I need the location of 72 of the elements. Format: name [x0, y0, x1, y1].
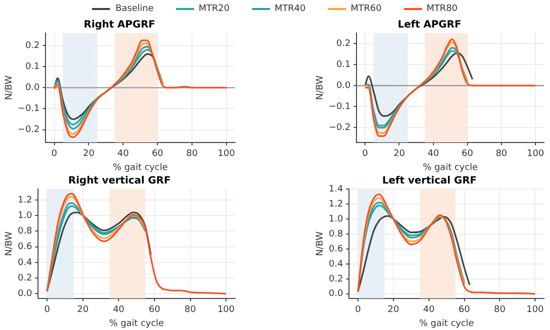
y-tick-label: 0.0: [328, 289, 344, 300]
line-series: [53, 40, 228, 138]
x-tick-label: 100: [526, 305, 544, 316]
y-tick-label: 1.0: [18, 210, 32, 221]
y-tick-label: 0.2: [25, 40, 40, 51]
y-tick-label: 0.8: [328, 229, 344, 240]
x-tick-label: 100: [218, 149, 236, 160]
x-tick-label: 40: [428, 149, 440, 160]
x-axis-title: % gait cycle: [419, 318, 474, 329]
legend-label: MTR60: [350, 4, 382, 14]
x-tick-label: 0: [355, 305, 362, 316]
x-tick-label: 100: [217, 305, 235, 316]
y-tick-label: −0.1: [328, 102, 351, 112]
legend-label: MTR40: [274, 4, 306, 14]
y-axis-title: N/BW: [4, 75, 15, 100]
line-series: [357, 215, 470, 292]
y-tick-label: 0.6: [328, 244, 344, 254]
x-tick-label: 40: [117, 149, 130, 160]
x-tick-label: 40: [112, 305, 125, 316]
y-tick-label: 1.4: [328, 184, 344, 194]
y-tick-label: 0.1: [25, 62, 40, 72]
y-tick-label: 0.2: [336, 38, 351, 49]
line-series: [364, 52, 474, 117]
y-tick-label: 0.6: [18, 242, 32, 252]
y-axis-title: N/BW: [316, 75, 326, 100]
y-tick-label: −0.1: [18, 104, 40, 114]
y-tick-label: 0.2: [328, 274, 344, 284]
x-tick-label: 80: [494, 305, 506, 316]
y-tick-label: 1.2: [18, 195, 32, 206]
chart-title: Right APGRF: [84, 20, 156, 31]
y-tick-label: 0.0: [25, 83, 40, 94]
line-series: [364, 38, 536, 137]
x-tick-label: 20: [82, 149, 95, 160]
line-series: [46, 192, 227, 295]
x-tick-label: 60: [462, 149, 474, 160]
chart-title: Left vertical GRF: [382, 176, 477, 187]
x-tick-label: 60: [152, 149, 164, 160]
y-tick-label: 0.1: [336, 60, 351, 70]
y-tick-label: 0.8: [18, 226, 32, 237]
x-tick-label: 80: [496, 149, 508, 160]
x-tick-label: 0: [51, 149, 58, 160]
x-tick-label: 100: [526, 149, 544, 160]
y-tick-label: −0.2: [18, 125, 40, 136]
x-tick-label: 20: [388, 305, 400, 316]
y-tick-label: 1.2: [328, 199, 344, 210]
x-tick-label: 60: [148, 305, 160, 316]
y-tick-label: 1.0: [328, 214, 344, 224]
x-tick-label: 80: [184, 305, 196, 316]
y-tick-label: 0.4: [328, 259, 344, 270]
x-axis-title: % gait cycle: [112, 162, 168, 173]
line-series: [357, 193, 536, 295]
y-tick-label: 0.0: [336, 80, 351, 91]
x-tick-label: 20: [77, 305, 89, 316]
x-tick-label: 40: [423, 305, 435, 316]
legend-label: MTR80: [426, 4, 458, 14]
chart-title: Right vertical GRF: [68, 176, 171, 187]
legend-label: MTR20: [198, 4, 230, 14]
x-tick-label: 60: [458, 305, 470, 316]
y-axis-title: N/BW: [4, 231, 15, 256]
x-tick-label: 20: [394, 149, 406, 160]
y-axis-title: N/BW: [316, 231, 326, 256]
x-tick-label: 0: [362, 149, 368, 160]
x-axis-title: % gait cycle: [422, 162, 478, 173]
y-tick-label: 0.4: [18, 258, 32, 268]
x-axis-title: % gait cycle: [109, 318, 164, 329]
y-tick-label: 0.0: [18, 289, 32, 300]
x-tick-label: 0: [44, 305, 50, 316]
legend-label: Baseline: [115, 4, 154, 14]
chart-title: Left APGRF: [398, 20, 462, 31]
x-tick-label: 80: [186, 149, 198, 160]
y-tick-label: −0.2: [328, 123, 351, 134]
y-tick-label: 0.2: [18, 273, 32, 284]
